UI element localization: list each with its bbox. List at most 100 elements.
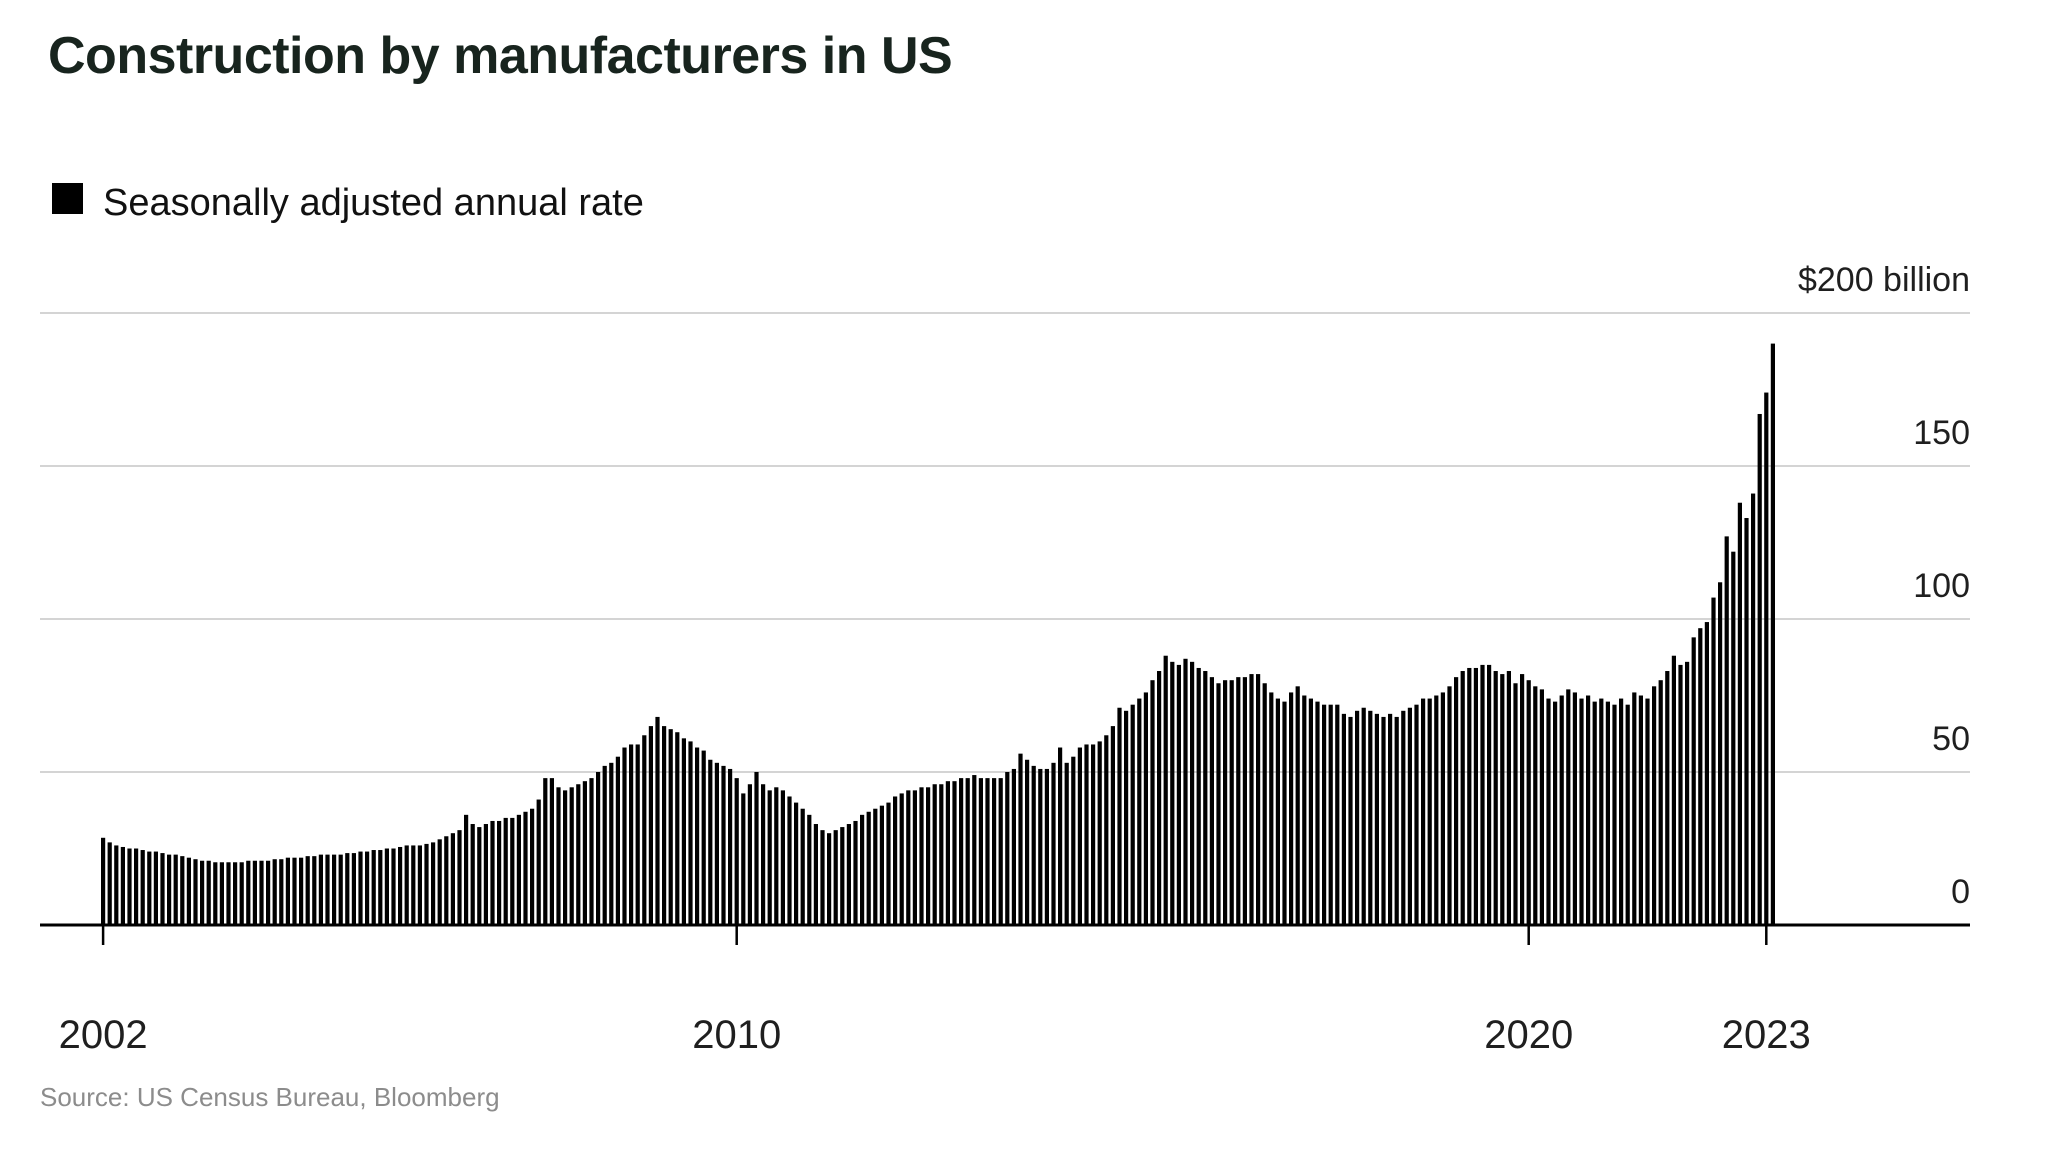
bar	[226, 862, 231, 925]
bar	[213, 862, 218, 925]
bar	[167, 854, 172, 925]
bar	[635, 744, 640, 925]
bar	[985, 778, 990, 925]
legend-swatch-icon	[52, 183, 83, 214]
bar	[701, 750, 706, 925]
bar	[345, 853, 350, 925]
bar	[279, 859, 284, 925]
bar	[1170, 661, 1175, 925]
bar	[728, 768, 733, 925]
bar	[1289, 692, 1294, 925]
bar	[391, 848, 396, 925]
bar	[285, 857, 290, 925]
bar	[714, 762, 719, 925]
bar	[1315, 701, 1320, 925]
bar	[398, 846, 403, 925]
bar	[417, 845, 422, 925]
bar	[1506, 671, 1511, 925]
bar	[503, 817, 508, 925]
bar	[1513, 683, 1518, 925]
bar	[1005, 772, 1010, 925]
bar	[675, 732, 680, 925]
bar	[1704, 622, 1709, 925]
bar	[318, 854, 323, 925]
bar	[127, 848, 132, 925]
bar	[259, 860, 264, 925]
bar	[978, 778, 983, 925]
bar	[1665, 671, 1670, 925]
bar	[827, 833, 832, 925]
bar	[1533, 686, 1538, 925]
bar	[549, 778, 554, 925]
bar	[866, 811, 871, 925]
bar	[1262, 683, 1267, 925]
bar	[470, 824, 475, 925]
bar	[1520, 674, 1525, 925]
bar	[1223, 680, 1228, 925]
bar	[589, 778, 594, 925]
bar	[305, 856, 310, 925]
bar	[107, 842, 112, 925]
bar	[734, 778, 739, 925]
bar	[945, 781, 950, 925]
bar	[952, 781, 957, 925]
bar	[1130, 704, 1135, 925]
bar	[1018, 753, 1023, 925]
bar	[1625, 704, 1630, 925]
bar	[721, 765, 726, 925]
bar	[853, 820, 858, 925]
bar	[1454, 677, 1459, 925]
bar	[972, 775, 977, 925]
bar	[1150, 680, 1155, 925]
bar	[351, 853, 356, 925]
bar	[1770, 343, 1775, 926]
bar	[873, 808, 878, 925]
bar	[219, 862, 224, 925]
bar	[1698, 628, 1703, 925]
bar	[846, 824, 851, 925]
bar	[708, 759, 713, 925]
bar	[464, 814, 469, 925]
bar	[1526, 680, 1531, 925]
bar	[233, 862, 238, 925]
bar	[1269, 692, 1274, 925]
bar	[1480, 664, 1485, 925]
bar	[252, 860, 257, 925]
bar	[1058, 747, 1063, 925]
bar	[1586, 695, 1591, 925]
bar	[1236, 677, 1241, 925]
y-axis-label: 50	[1932, 720, 1970, 758]
legend: Seasonally adjusted annual rate	[52, 183, 644, 223]
bar	[998, 778, 1003, 925]
bar	[1546, 698, 1551, 925]
y-axis-label: $200 billion	[1798, 261, 1970, 299]
x-axis-label: 2002	[59, 1013, 148, 1057]
y-axis-label: 100	[1913, 567, 1970, 605]
bar	[1348, 716, 1353, 925]
bar	[794, 802, 799, 925]
bar	[292, 857, 297, 925]
bar	[1374, 713, 1379, 925]
bar	[1077, 747, 1082, 925]
bar	[893, 796, 898, 925]
bar	[1388, 713, 1393, 925]
bar	[1691, 637, 1696, 925]
bar	[860, 814, 865, 925]
bar	[101, 837, 106, 925]
bar	[556, 787, 561, 925]
bar	[1064, 762, 1069, 925]
bar	[1335, 704, 1340, 925]
bar	[173, 854, 178, 925]
bar	[662, 726, 667, 925]
bar	[437, 839, 442, 925]
bar	[332, 854, 337, 925]
legend-label: Seasonally adjusted annual rate	[103, 182, 644, 224]
bar	[569, 787, 574, 925]
bar	[325, 854, 330, 925]
bar	[1671, 655, 1676, 925]
bar	[510, 817, 515, 925]
bar	[1190, 661, 1195, 925]
source-note: Source: US Census Bureau, Bloomberg	[40, 1082, 500, 1112]
bar	[780, 790, 785, 925]
